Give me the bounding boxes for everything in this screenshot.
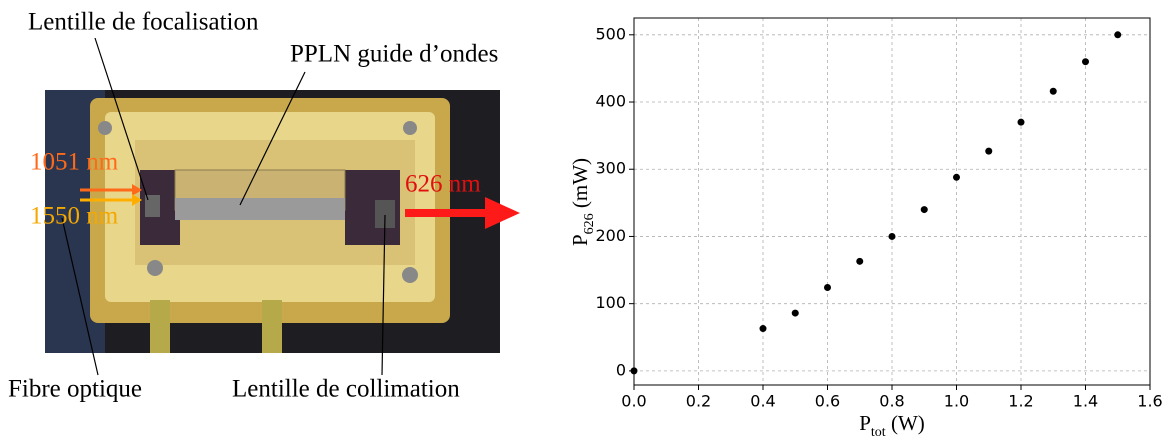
point [1114,31,1122,39]
point [1017,118,1025,126]
x-tick-label: 0.8 [879,392,904,411]
point [856,257,864,265]
x-tick-label: 0.0 [621,392,646,411]
point [953,173,960,181]
leader-line [61,217,99,376]
leader-line [381,214,386,376]
point [1049,87,1057,95]
y-tick-label: 400 [595,92,626,111]
point [791,309,799,317]
point [888,232,896,240]
label-1051: 1051 nm [30,149,119,176]
leader-line [94,37,149,201]
x-label-main: P [859,411,871,435]
x-tick-label: 0.2 [686,392,711,411]
y-label-unit: (mW) [568,158,592,213]
x-label-sub: tot [871,425,886,437]
y-tick-label: 500 [595,24,626,43]
point [920,206,928,214]
x-tick-label: 1.2 [1008,392,1033,411]
point [759,325,767,333]
x-tick-label: 1.6 [1137,392,1162,411]
photo [45,37,520,376]
focusing-lens [145,195,160,217]
screw [147,260,163,276]
y-tick-label: 100 [595,293,626,312]
label-626: 626 nm [405,171,481,198]
label-collimating-lens: Lentille de collimation [232,376,460,403]
screw [402,267,418,283]
screw [98,121,112,135]
y-tick-label: 200 [595,226,626,245]
label-fiber: Fibre optique [8,376,142,403]
cable [262,300,282,353]
y-label-sub: 626 [582,213,597,234]
point [630,367,638,375]
plot-frame [633,17,1151,386]
output-arrow-head [485,197,520,229]
point [824,284,831,292]
x-label-unit: (W) [886,411,925,435]
x-tick-label: 0.4 [750,392,775,411]
y-label-main: P [568,234,592,246]
label-focusing-lens: Lentille de focalisation [28,9,259,36]
point [985,147,993,155]
y-tick-label: 0 [616,360,626,379]
cable [150,300,170,353]
x-tick-label: 1.0 [944,392,969,411]
label-waveguide: PPLN guide d’ondes [290,41,498,68]
screw [403,121,417,135]
point [1082,58,1089,66]
y-axis-label: P626 (mW) [568,158,597,246]
waveguide-strip [175,198,345,220]
y-tick-label: 300 [595,159,626,178]
x-tick-label: 0.6 [815,392,840,411]
pump-arrow-head [132,184,142,196]
label-1550: 1550 nm [30,203,119,230]
x-tick-label: 1.4 [1073,392,1098,411]
x-axis-label: Ptot (W) [859,411,925,437]
leader-line [239,71,306,206]
collimating-lens [375,200,395,228]
pump-arrow-head [132,194,142,206]
